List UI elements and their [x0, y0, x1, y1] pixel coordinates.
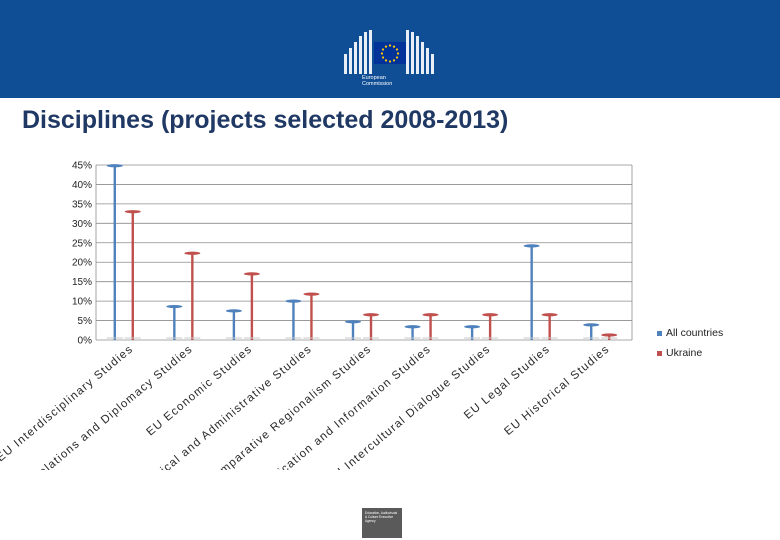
bar [411, 326, 414, 340]
bar-cap [404, 325, 421, 329]
bar [470, 326, 474, 340]
y-tick-label: 45% [72, 161, 92, 172]
bar [191, 253, 194, 340]
bar-cap [303, 292, 320, 296]
bar [310, 294, 313, 340]
legend-swatch [657, 331, 662, 336]
bar [131, 211, 134, 340]
bar [429, 314, 432, 340]
legend-swatch [657, 351, 662, 356]
bar-cap [124, 210, 141, 214]
bar-cap [464, 325, 481, 329]
bar-cap [166, 304, 183, 309]
bar-cap [345, 320, 361, 324]
bar [548, 314, 551, 340]
bar-cap [541, 313, 558, 317]
y-tick-label: 30% [72, 219, 92, 230]
page-title: Disciplines (projects selected 2008-2013… [22, 106, 509, 134]
bar [530, 245, 533, 340]
y-tick-label: 15% [72, 277, 92, 288]
bar-cap [422, 313, 439, 317]
bar [590, 324, 593, 340]
y-tick-label: 40% [72, 180, 92, 191]
eacea-logo-text: Education, Audiovisual & Culture Executi… [365, 511, 398, 523]
bar-cap [225, 309, 242, 313]
legend-label: All countries [666, 327, 723, 339]
org-name-line2: Commission [362, 81, 393, 87]
bar [232, 310, 236, 340]
y-tick-label: 20% [72, 258, 92, 269]
category-label: EU Economic Studies [144, 343, 254, 438]
bar-cap [363, 313, 379, 317]
bar [488, 314, 492, 340]
bar-cap [285, 299, 302, 303]
category-label: EU Political and Administrative Studies [120, 343, 315, 470]
bar-cap [523, 244, 540, 248]
y-tick-label: 10% [72, 297, 92, 308]
bar-cap [601, 333, 618, 337]
legend-label: Ukraine [666, 347, 702, 359]
bar-cap [482, 313, 499, 317]
category-label: EU International Relations and Diplomacy… [0, 343, 195, 470]
bar [351, 321, 355, 340]
bar-cap [243, 272, 260, 276]
european-commission-caption: European Commission [362, 75, 392, 87]
y-tick-label: 0% [78, 336, 93, 347]
bar [250, 273, 254, 340]
category-label: EU Historical Studies [502, 343, 612, 438]
disciplines-chart: 0%5%10%15%20%25%30%35%40%45%EU Interdisc… [0, 161, 723, 471]
bar [292, 301, 295, 340]
bar [608, 334, 611, 340]
eacea-logo: Education, Audiovisual & Culture Executi… [362, 508, 402, 538]
bar-cap [106, 164, 123, 168]
bar [173, 306, 176, 340]
y-tick-label: 35% [72, 199, 92, 210]
european-commission-logo-icon [344, 30, 434, 74]
bar [113, 165, 116, 340]
category-label: EU and Comparative Regionalism Studies [167, 343, 374, 470]
y-tick-label: 5% [78, 316, 93, 327]
bar [369, 314, 373, 340]
y-tick-label: 25% [72, 238, 92, 249]
bar-cap [184, 251, 201, 255]
bar-cap [583, 323, 600, 327]
org-name-line1: European [362, 75, 386, 81]
